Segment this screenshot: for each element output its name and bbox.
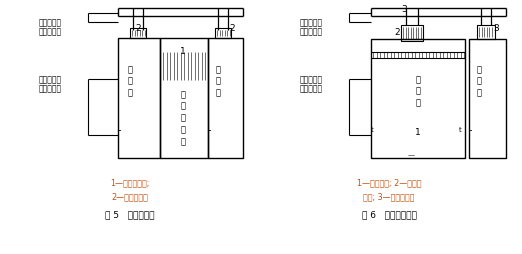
Bar [371, 39, 465, 158]
Bar [401, 25, 423, 41]
Bar [130, 28, 146, 38]
Text: 1: 1 [180, 47, 186, 56]
Text: -: - [208, 125, 211, 135]
Text: 万
级
区: 万 级 区 [477, 65, 481, 98]
Text: 调器送风管: 调器送风管 [39, 27, 62, 36]
Text: 百
级
区: 百 级 区 [416, 75, 421, 108]
Text: 2: 2 [229, 24, 235, 33]
Text: 调器回风管: 调器回风管 [39, 84, 62, 93]
Text: 2—高效送风口: 2—高效送风口 [112, 192, 148, 201]
Text: 接组合式空: 接组合式空 [300, 75, 323, 84]
Bar [469, 39, 506, 158]
Text: 图 5   设围档送风: 图 5 设围档送风 [105, 210, 155, 219]
Text: 接组合式空: 接组合式空 [39, 18, 62, 27]
Bar [118, 38, 160, 158]
Text: 调器送风管: 调器送风管 [300, 27, 323, 36]
Text: —: — [408, 152, 414, 158]
Bar [160, 38, 208, 158]
Text: 局
部
百
级
区: 局 部 百 级 区 [181, 90, 185, 146]
Text: 2: 2 [135, 24, 141, 33]
Text: 2: 2 [394, 28, 400, 37]
Text: 1—格栅地板; 2—风机过: 1—格栅地板; 2—风机过 [357, 178, 421, 187]
Text: 1—垂直层流罩;: 1—垂直层流罩; [110, 178, 150, 187]
Text: 调器回风管: 调器回风管 [300, 84, 323, 93]
Text: 接组合式空: 接组合式空 [300, 18, 323, 27]
Text: -: - [118, 125, 122, 135]
Text: 接组合式空: 接组合式空 [39, 75, 62, 84]
Text: -: - [469, 125, 472, 135]
Text: 万
级
区: 万 级 区 [216, 65, 220, 98]
Text: 图 6   格栅地板回风: 图 6 格栅地板回风 [362, 210, 417, 219]
Text: 滤器; 3—高效送风口: 滤器; 3—高效送风口 [363, 192, 414, 201]
Text: 3: 3 [493, 24, 499, 33]
Bar [215, 28, 231, 38]
Text: 3: 3 [401, 5, 407, 14]
Bar [208, 38, 243, 158]
Bar [477, 25, 495, 39]
Text: t: t [371, 127, 374, 133]
Text: 1: 1 [415, 128, 421, 137]
Text: t: t [459, 127, 462, 133]
Text: 万
级
区: 万 级 区 [127, 65, 133, 98]
